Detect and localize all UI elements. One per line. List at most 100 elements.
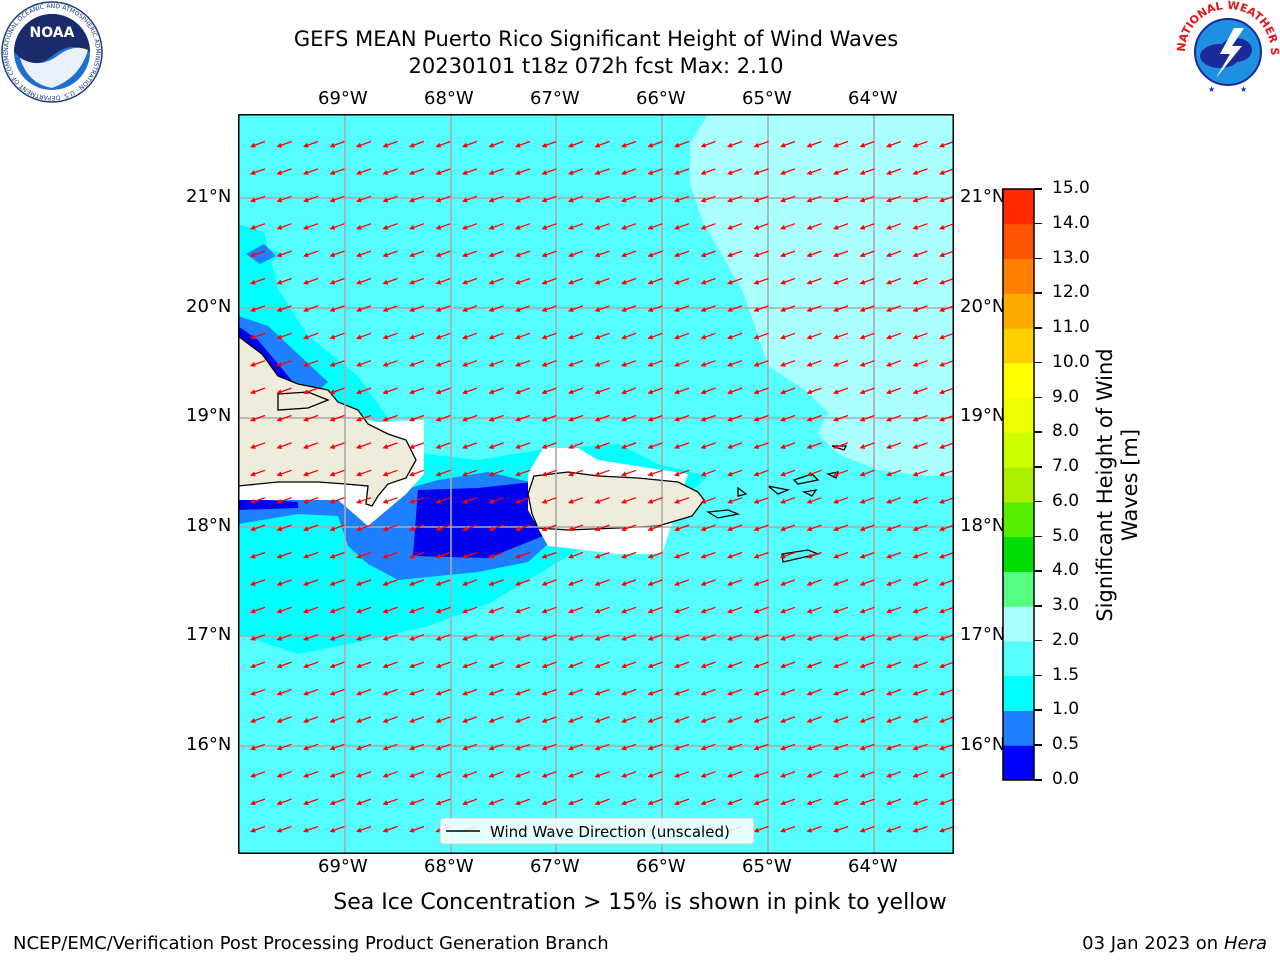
wave-direction-arrow [859, 825, 875, 833]
wave-direction-arrow [329, 469, 345, 477]
wave-direction-arrow [276, 634, 292, 641]
wave-direction-arrow [462, 223, 478, 230]
wave-direction-arrow [329, 360, 345, 367]
wave-direction-arrow [833, 497, 849, 504]
wave-direction-arrow [568, 716, 584, 723]
wave-direction-arrow [488, 442, 504, 449]
wave-direction-arrow [541, 524, 557, 532]
wave-direction-arrow [939, 414, 954, 422]
wave-direction-arrow [594, 743, 610, 751]
wave-direction-arrow [647, 497, 663, 504]
wave-direction-arrow [939, 305, 954, 312]
wave-direction-arrow [806, 497, 822, 504]
wave-direction-arrow [356, 387, 372, 395]
wave-direction-arrow [568, 634, 584, 641]
wave-direction-arrow [806, 195, 822, 203]
wave-direction-arrow [674, 579, 690, 586]
wave-direction-arrow [886, 277, 902, 285]
wave-direction-arrow [276, 469, 292, 477]
wave-direction-arrow [356, 168, 372, 175]
colorbar-tick-label: 0.0 [1052, 769, 1080, 789]
wave-direction-arrow [250, 168, 266, 175]
wave-direction-arrow [541, 579, 557, 586]
wave-direction-arrow [727, 360, 743, 367]
wave-direction-arrow [488, 387, 504, 395]
wave-direction-arrow [462, 661, 478, 669]
wave-direction-arrow [594, 387, 610, 395]
wave-direction-arrow [621, 524, 637, 532]
wave-direction-arrow [541, 360, 557, 367]
wave-direction-arrow [859, 551, 875, 559]
wave-direction-arrow [674, 305, 690, 312]
wave-direction-arrow [647, 387, 663, 395]
wave-direction-arrow [250, 469, 266, 477]
wave-direction-arrow [912, 250, 928, 258]
wave-direction-arrow [382, 579, 398, 586]
colorbar-tick-mark [1034, 466, 1042, 468]
wave-direction-arrow [594, 469, 610, 477]
wave-direction-arrow [594, 332, 610, 340]
wave-direction-arrow [939, 798, 954, 806]
wave-direction-arrow [833, 360, 849, 367]
wave-direction-arrow [647, 469, 663, 477]
wave-direction-arrow [806, 387, 822, 395]
wave-direction-arrow [250, 634, 266, 641]
wave-direction-arrow [780, 442, 796, 449]
wave-direction-arrow [912, 771, 928, 778]
wave-direction-arrow [515, 442, 531, 449]
wave-direction-arrow [488, 771, 504, 778]
wave-direction-arrow [806, 277, 822, 285]
wave-direction-arrow [727, 414, 743, 422]
wave-direction-arrow [939, 579, 954, 586]
wave-direction-arrow [435, 798, 451, 806]
wave-direction-arrow [488, 140, 504, 148]
wave-direction-arrow [276, 414, 292, 422]
wave-direction-arrow [727, 771, 743, 778]
wave-direction-arrow [939, 223, 954, 230]
wave-direction-arrow [329, 195, 345, 203]
wave-direction-arrow [515, 661, 531, 669]
lon-label-bottom: 69°W [318, 856, 368, 877]
wave-direction-arrow [886, 661, 902, 669]
wave-direction-arrow [939, 195, 954, 203]
wave-direction-arrow [462, 524, 478, 532]
wave-direction-arrow [329, 579, 345, 586]
wave-direction-arrow [886, 579, 902, 586]
wave-direction-arrow [329, 688, 345, 696]
wave-direction-arrow [806, 825, 822, 833]
wave-direction-arrow [276, 798, 292, 806]
wave-direction-arrow [674, 469, 690, 477]
land-vieques [705, 509, 741, 519]
colorbar [1002, 188, 1035, 781]
wave-direction-arrow [886, 524, 902, 532]
colorbar-tick-label: 4.0 [1052, 560, 1080, 581]
land-hispaniola-north [277, 391, 330, 411]
wave-direction-arrow [806, 551, 822, 559]
wave-direction-arrow [568, 168, 584, 175]
wave-direction-arrow [939, 442, 954, 449]
wave-direction-arrow [859, 606, 875, 614]
wave-direction-arrow [700, 634, 716, 641]
wave-direction-arrow [700, 387, 716, 395]
wave-direction-arrow [541, 798, 557, 806]
wave-direction-arrow [488, 661, 504, 669]
wave-direction-arrow [727, 332, 743, 340]
wave-direction-arrow [276, 771, 292, 778]
wave-direction-arrow [409, 250, 425, 258]
wave-direction-arrow [276, 825, 292, 833]
wave-direction-arrow [435, 387, 451, 395]
wave-direction-arrow [700, 305, 716, 312]
wave-direction-arrow [939, 277, 954, 285]
lat-label-left: 19°N [186, 405, 232, 426]
wave-direction-arrow [409, 469, 425, 477]
wave-direction-arrow [303, 360, 319, 367]
wave-direction-arrow [859, 743, 875, 751]
wave-direction-arrow [780, 524, 796, 532]
wave-direction-arrow [435, 551, 451, 559]
wave-direction-arrow [356, 469, 372, 477]
wave-direction-arrow [674, 634, 690, 641]
wave-direction-arrow [409, 661, 425, 669]
wave-direction-arrow [462, 277, 478, 285]
wave-direction-arrow [647, 743, 663, 751]
footer-host: Hera [1223, 933, 1267, 954]
